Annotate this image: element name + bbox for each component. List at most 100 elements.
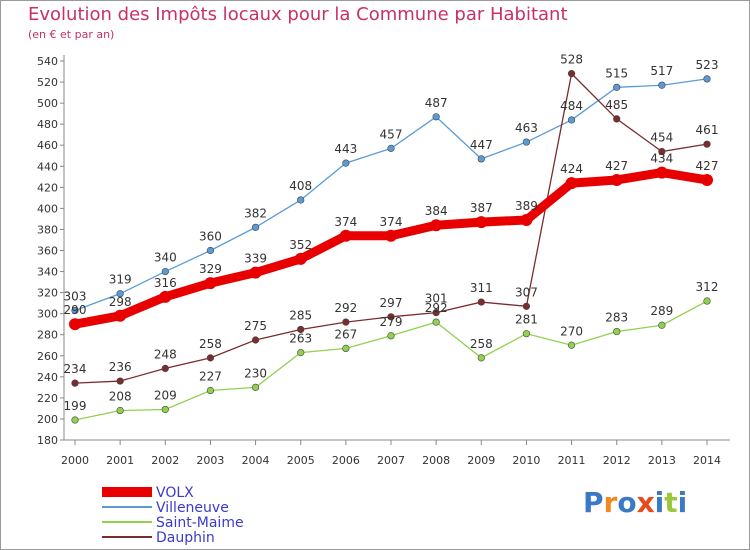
data-point-saint-maime: [71, 416, 79, 424]
y-tick-label: 500: [37, 97, 58, 110]
data-point-saint-maime: [522, 330, 531, 338]
data-point-dauphin: [567, 70, 576, 78]
data-point-dauphin: [71, 379, 79, 387]
data-point-volx: [475, 216, 488, 229]
data-point-volx: [69, 318, 81, 331]
data-label-dauphin: 454: [650, 131, 673, 145]
data-label-villeneuve: 457: [380, 127, 403, 141]
data-point-dauphin: [206, 354, 215, 362]
data-point-saint-maime: [387, 332, 395, 340]
x-tick-label: 2002: [151, 454, 179, 467]
data-point-villeneuve: [387, 144, 395, 152]
data-label-saint-maime: 263: [289, 332, 312, 346]
x-tick-label: 2013: [648, 454, 676, 467]
data-point-villeneuve: [116, 290, 124, 298]
logo-letter: r: [603, 486, 618, 519]
logo-letter: o: [617, 486, 637, 519]
logo-letter: x: [636, 486, 655, 519]
data-point-saint-maime: [613, 327, 621, 336]
legend-label-villeneuve: Villeneuve: [156, 500, 229, 516]
data-point-dauphin: [251, 336, 260, 344]
data-label-villeneuve: 487: [425, 96, 448, 110]
data-point-volx: [385, 229, 397, 242]
data-point-volx: [565, 177, 578, 190]
data-label-saint-maime: 227: [199, 370, 222, 384]
data-point-villeneuve: [297, 196, 305, 204]
data-label-villeneuve: 443: [334, 142, 357, 156]
data-label-dauphin: 485: [605, 98, 628, 112]
data-label-volx: 384: [425, 204, 448, 218]
data-label-saint-maime: 312: [696, 280, 719, 294]
data-label-dauphin: 528: [560, 53, 583, 67]
data-label-dauphin: 301: [425, 292, 448, 306]
data-label-saint-maime: 230: [244, 366, 267, 380]
x-tick-label: 2008: [422, 454, 450, 467]
data-label-villeneuve: 382: [244, 206, 267, 220]
data-point-saint-maime: [206, 386, 215, 395]
chart-subtitle: (en € et par an): [28, 28, 115, 41]
data-label-saint-maime: 209: [154, 388, 177, 402]
data-point-saint-maime: [342, 344, 350, 353]
data-point-saint-maime: [658, 321, 666, 329]
x-tick-label: 2006: [332, 454, 360, 467]
y-tick-label: 340: [37, 266, 58, 279]
data-point-dauphin: [522, 302, 531, 310]
data-label-dauphin: 285: [289, 308, 312, 322]
data-label-villeneuve: 484: [560, 99, 583, 113]
data-label-volx: 424: [560, 162, 583, 176]
data-label-volx: 374: [334, 215, 357, 229]
data-label-saint-maime: 292: [425, 301, 448, 315]
data-point-villeneuve: [522, 138, 531, 146]
data-point-dauphin: [161, 364, 169, 373]
data-label-dauphin: 236: [109, 360, 132, 374]
data-label-saint-maime: 258: [470, 337, 493, 351]
y-tick-label: 420: [37, 181, 58, 194]
y-tick-label: 240: [37, 371, 58, 384]
data-point-saint-maime: [703, 297, 711, 305]
y-tick-label: 540: [37, 55, 58, 68]
x-tick-label: 2010: [512, 454, 540, 467]
data-label-saint-maime: 208: [109, 390, 132, 404]
data-point-saint-maime: [567, 341, 576, 349]
data-label-volx: 298: [109, 295, 132, 309]
y-tick-label: 360: [37, 245, 58, 258]
logo-letter: i: [654, 486, 665, 519]
data-label-villeneuve: 447: [470, 138, 493, 152]
y-tick-label: 280: [37, 329, 58, 342]
data-label-villeneuve: 303: [64, 290, 87, 304]
data-label-villeneuve: 319: [109, 273, 132, 287]
data-point-volx: [430, 219, 443, 232]
data-label-volx: 352: [289, 238, 312, 252]
x-tick-label: 2004: [242, 454, 270, 467]
data-point-villeneuve: [71, 306, 79, 315]
data-label-volx: 339: [244, 252, 267, 266]
data-label-saint-maime: 267: [334, 327, 357, 341]
data-point-volx: [701, 173, 713, 186]
data-label-dauphin: 461: [696, 123, 719, 137]
chart-title: Evolution des Impôts locaux pour la Comm…: [28, 4, 568, 25]
x-tick-label: 2009: [467, 454, 495, 467]
data-label-villeneuve: 340: [154, 251, 177, 265]
data-point-dauphin: [703, 140, 711, 148]
data-label-volx: 329: [199, 262, 222, 276]
data-point-villeneuve: [658, 81, 666, 89]
data-point-villeneuve: [161, 267, 169, 276]
data-label-saint-maime: 289: [650, 304, 673, 318]
data-point-saint-maime: [432, 318, 440, 326]
legend-label-saint-maime: Saint-Maime: [156, 515, 244, 531]
data-label-volx: 389: [515, 199, 538, 213]
data-label-villeneuve: 517: [650, 64, 673, 78]
y-tick-label: 200: [37, 413, 58, 426]
data-label-villeneuve: 463: [515, 121, 538, 135]
legend-swatch-volx: [102, 487, 152, 497]
x-tick-label: 2012: [603, 454, 631, 467]
data-point-volx: [249, 266, 262, 279]
data-point-villeneuve: [613, 83, 621, 91]
y-tick-label: 300: [37, 308, 58, 321]
data-point-saint-maime: [116, 406, 124, 415]
data-point-volx: [114, 309, 127, 322]
data-point-volx: [339, 229, 352, 242]
x-tick-label: 2003: [196, 454, 224, 467]
data-label-volx: 387: [470, 201, 493, 215]
data-point-villeneuve: [342, 159, 350, 167]
